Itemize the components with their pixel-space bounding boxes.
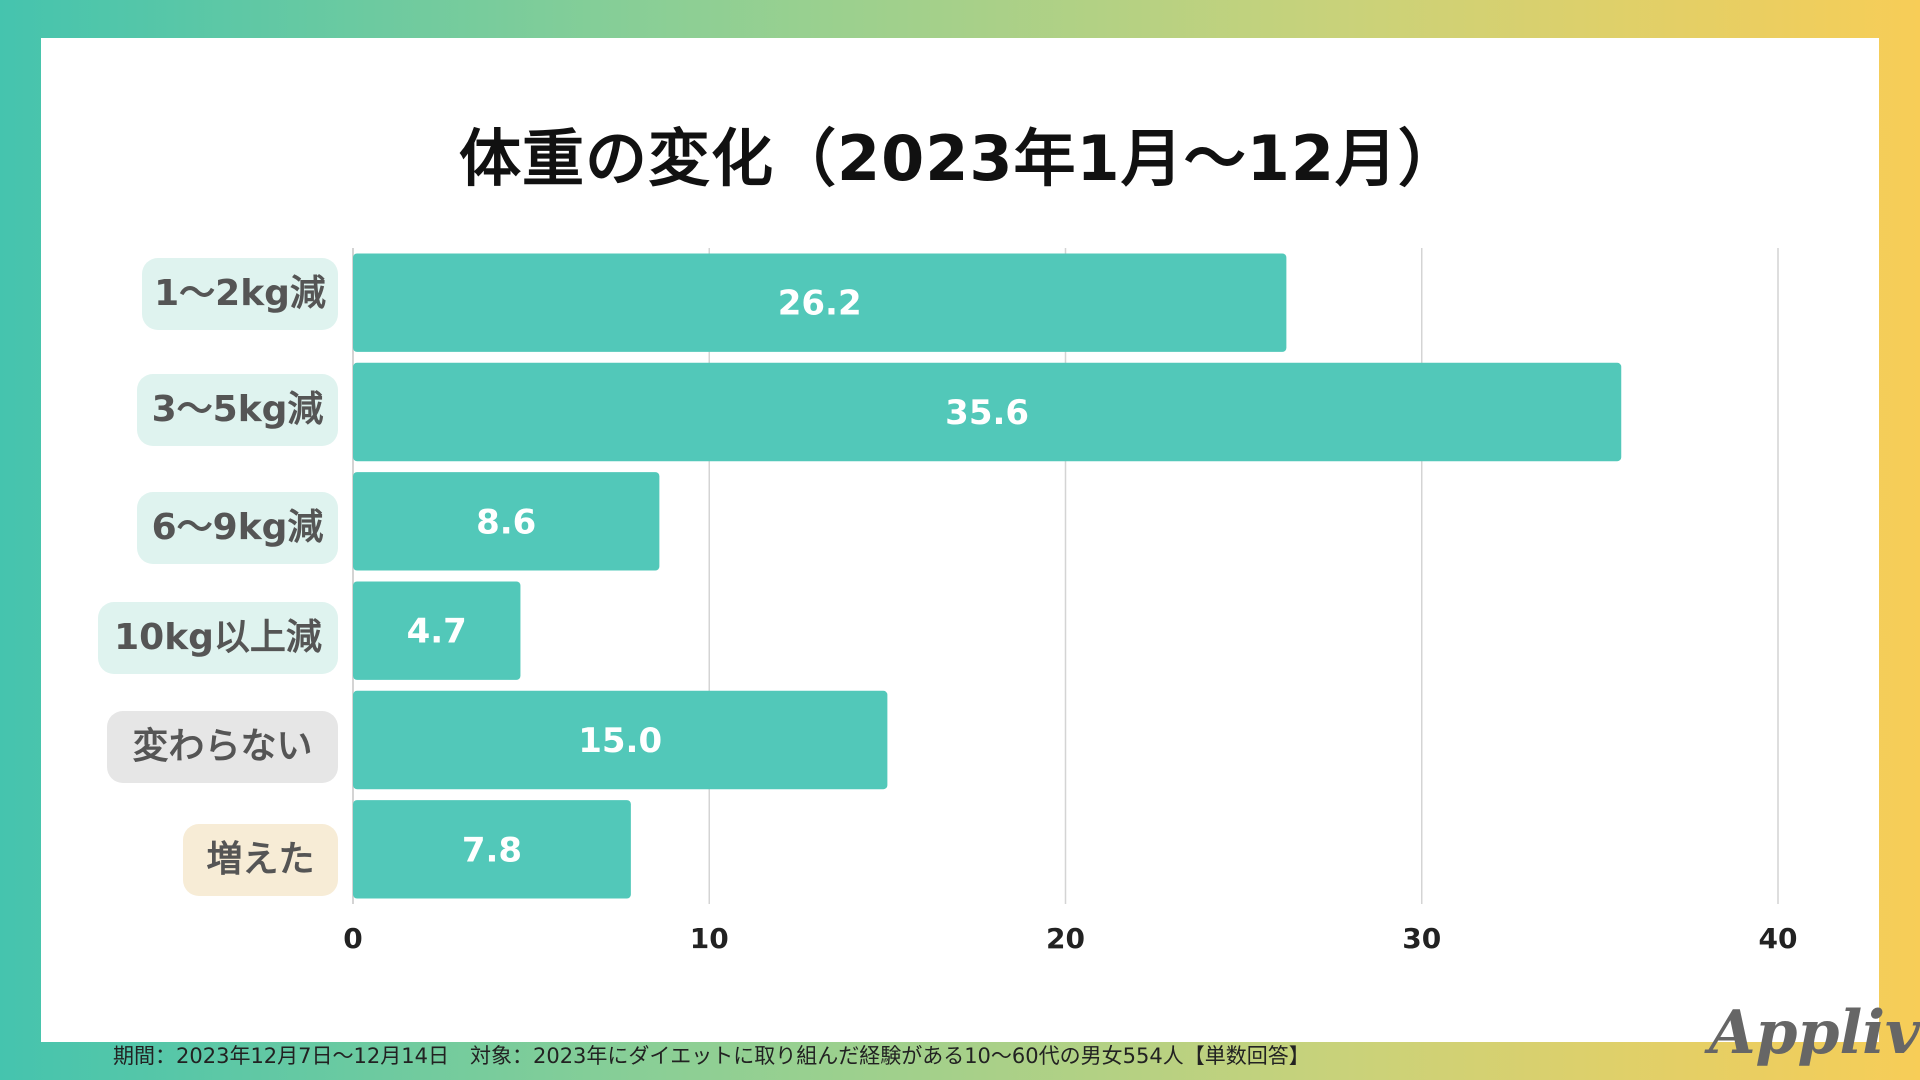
category-label-6-9kg: 6〜9kg減 [137,492,338,564]
chart-card: 体重の変化（2023年1月〜12月） 1〜2kg減 3〜5kg減 6〜9kg減 … [41,38,1920,1068]
category-label-gained: 増えた [183,824,338,896]
bar-5 [353,800,631,899]
bar-3 [353,581,521,680]
footnote: 期間：2023年12月7日〜12月14日 対象：2023年にダイエットに取り組ん… [113,1044,1310,1068]
category-label-10kg-plus: 10kg以上減 [98,602,338,674]
category-label-no-change: 変わらない [107,711,338,783]
bar-value-label: 26.2 [778,284,862,324]
bar-value-label: 4.7 [407,612,467,652]
bar-value-label: 8.6 [476,502,536,542]
x-tick-label: 0 [343,922,362,955]
x-tick-label: 30 [1402,922,1441,955]
bar-0 [353,253,1287,352]
chart-title: 体重の変化（2023年1月〜12月） [459,122,1461,195]
category-label-1-2kg: 1〜2kg減 [142,258,338,330]
x-tick-label: 20 [1046,922,1085,955]
bar-value-label: 35.6 [945,393,1029,433]
bar-1 [353,362,1622,462]
bar-value-label: 7.8 [462,830,522,870]
x-tick-label: 10 [690,922,729,955]
x-tick-label: 40 [1759,922,1798,955]
bar-2 [353,472,660,571]
bar-4 [353,690,888,790]
category-label-3-5kg: 3〜5kg減 [137,374,338,446]
bar-chart: 26.2 35.6 8.6 4.7 15.0 7.8 0 10 20 30 40 [343,248,1798,955]
bar-value-label: 15.0 [578,721,662,761]
applivlogo: Appliv [1709,998,1920,1068]
